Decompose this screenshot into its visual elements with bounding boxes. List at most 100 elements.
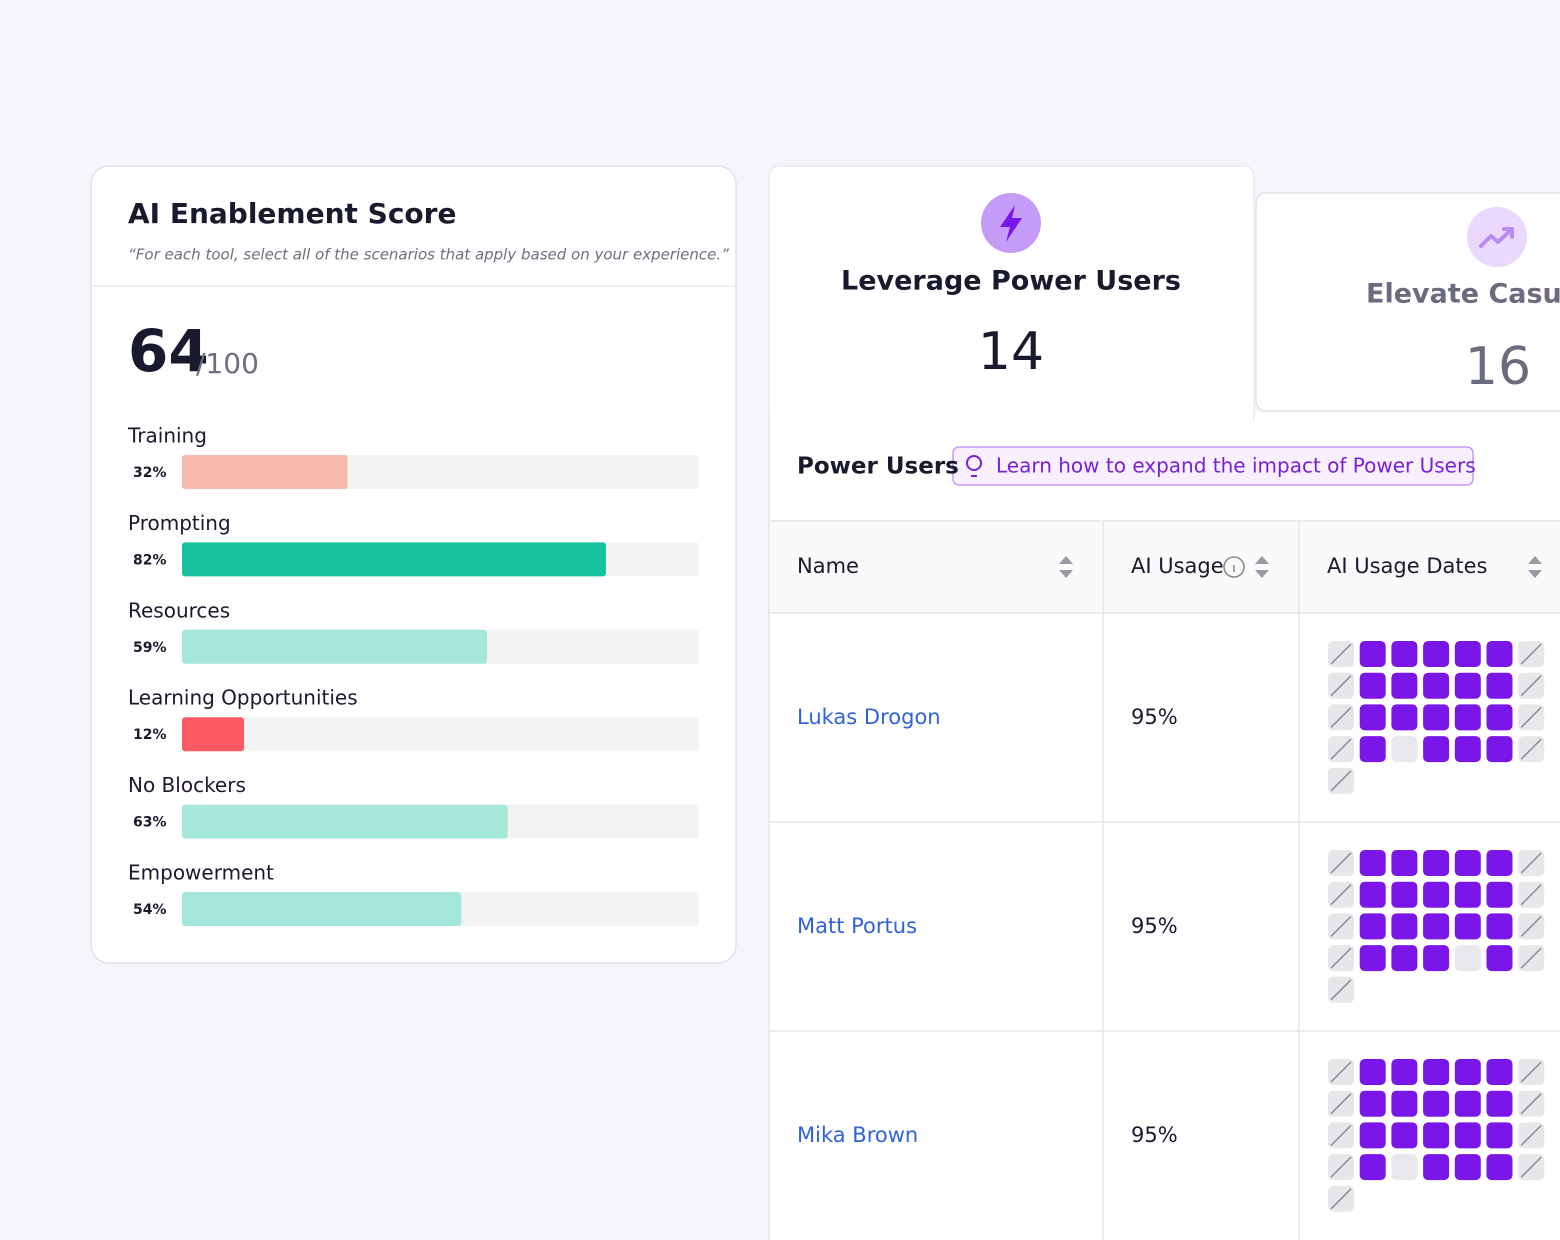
tab-value: 16 — [1465, 337, 1531, 397]
bar — [182, 629, 488, 664]
date-cell-hatch — [1330, 738, 1352, 760]
date-cell — [1454, 945, 1481, 972]
date-cell — [1359, 1154, 1386, 1181]
date-cell-hatch — [1520, 915, 1542, 937]
card-subtitle: “For each tool, select all of the scenar… — [128, 246, 729, 264]
date-cell — [1423, 736, 1450, 763]
date-cell — [1359, 641, 1386, 667]
date-cell — [1391, 1122, 1418, 1149]
date-cell — [1423, 641, 1450, 667]
date-cell-hatch — [1520, 706, 1542, 728]
date-cell — [1423, 1059, 1450, 1085]
date-cell — [1391, 736, 1418, 763]
table-header — [769, 521, 1560, 613]
date-cell — [1486, 641, 1513, 667]
date-cell — [1391, 1059, 1418, 1085]
category-label: Empowerment — [128, 861, 274, 885]
category-percent: 12% — [133, 727, 167, 743]
date-cell — [1391, 850, 1418, 876]
date-cell — [1391, 1090, 1418, 1117]
date-cell — [1454, 1090, 1481, 1117]
date-cell — [1486, 704, 1513, 731]
category-percent: 32% — [133, 465, 167, 481]
table-lines — [768, 412, 1560, 1240]
date-cell — [1486, 913, 1513, 940]
date-cell — [1391, 1154, 1418, 1181]
tab-join — [770, 408, 1253, 428]
trend-icon — [1467, 207, 1527, 267]
date-cell — [1359, 913, 1386, 940]
column-header[interactable]: AI Usage — [1131, 554, 1224, 578]
date-cell-hatch — [1330, 852, 1352, 874]
column-header[interactable]: Name — [797, 554, 859, 578]
date-cell-hatch — [1330, 1188, 1352, 1210]
category-label: No Blockers — [128, 773, 246, 797]
usage: 95% — [1131, 1123, 1178, 1147]
category-percent: 59% — [133, 640, 167, 656]
date-cell — [1391, 704, 1418, 731]
date-cell — [1359, 945, 1386, 972]
date-cell-hatch — [1520, 738, 1542, 760]
date-cell — [1423, 672, 1450, 699]
date-cell-hatch — [1330, 643, 1352, 665]
date-cell-hatch — [1520, 1061, 1542, 1083]
sort-icons[interactable] — [1059, 556, 1542, 578]
date-cell — [1391, 641, 1418, 667]
date-cell — [1454, 672, 1481, 699]
bar — [182, 542, 606, 577]
date-cell-hatch — [1330, 1093, 1352, 1115]
date-cell-hatch — [1520, 947, 1542, 969]
section-title: Power Users — [797, 454, 959, 480]
user-name[interactable]: Matt Portus — [797, 914, 917, 938]
date-cell-hatch — [1520, 643, 1542, 665]
date-cell-hatch — [1330, 770, 1352, 792]
date-cell — [1454, 1122, 1481, 1149]
tab-title: Elevate Casual — [1366, 279, 1560, 310]
tab-value: 14 — [978, 322, 1044, 382]
date-cell-hatch — [1330, 884, 1352, 906]
category-label: Learning Opportunities — [128, 686, 358, 710]
date-cell — [1359, 881, 1386, 908]
date-cell — [1454, 850, 1481, 876]
date-cell — [1454, 1059, 1481, 1085]
date-cell-hatch — [1330, 947, 1352, 969]
date-cell — [1359, 1059, 1386, 1085]
date-cell — [1391, 881, 1418, 908]
info-icon[interactable] — [1223, 556, 1245, 578]
bulb-icon — [966, 455, 982, 471]
column-header[interactable]: AI Usage Dates — [1327, 554, 1487, 578]
date-cell-hatch — [1520, 1156, 1542, 1178]
bar — [182, 717, 245, 752]
date-cell — [1359, 850, 1386, 876]
date-cell — [1486, 736, 1513, 763]
date-cell — [1486, 945, 1513, 972]
category-percent: 63% — [133, 815, 167, 831]
date-cell-hatch — [1330, 915, 1352, 937]
date-cell — [1486, 1154, 1513, 1181]
user-name[interactable]: Mika Brown — [797, 1123, 918, 1147]
learn-link[interactable]: Learn how to expand the impact of Power … — [996, 454, 1476, 478]
category-label: Resources — [128, 598, 230, 622]
date-cell — [1454, 913, 1481, 940]
date-cell — [1423, 945, 1450, 972]
date-cell — [1486, 1059, 1513, 1085]
date-cell — [1391, 945, 1418, 972]
date-cell — [1454, 641, 1481, 667]
date-cell — [1423, 1090, 1450, 1117]
trend-arrow — [1502, 227, 1514, 239]
date-cell — [1486, 1122, 1513, 1149]
date-cell — [1454, 704, 1481, 731]
date-cell — [1486, 1090, 1513, 1117]
card-title: AI Enablement Score — [128, 197, 456, 230]
date-cell-hatch — [1520, 675, 1542, 697]
usage: 95% — [1131, 705, 1178, 729]
date-cell — [1391, 672, 1418, 699]
date-cell — [1359, 736, 1386, 763]
learn-button[interactable] — [952, 446, 1474, 486]
category-label: Training — [127, 424, 207, 448]
user-name[interactable]: Lukas Drogon — [797, 705, 941, 729]
date-cell — [1359, 704, 1386, 731]
date-cell — [1423, 1154, 1450, 1181]
date-cell — [1486, 672, 1513, 699]
